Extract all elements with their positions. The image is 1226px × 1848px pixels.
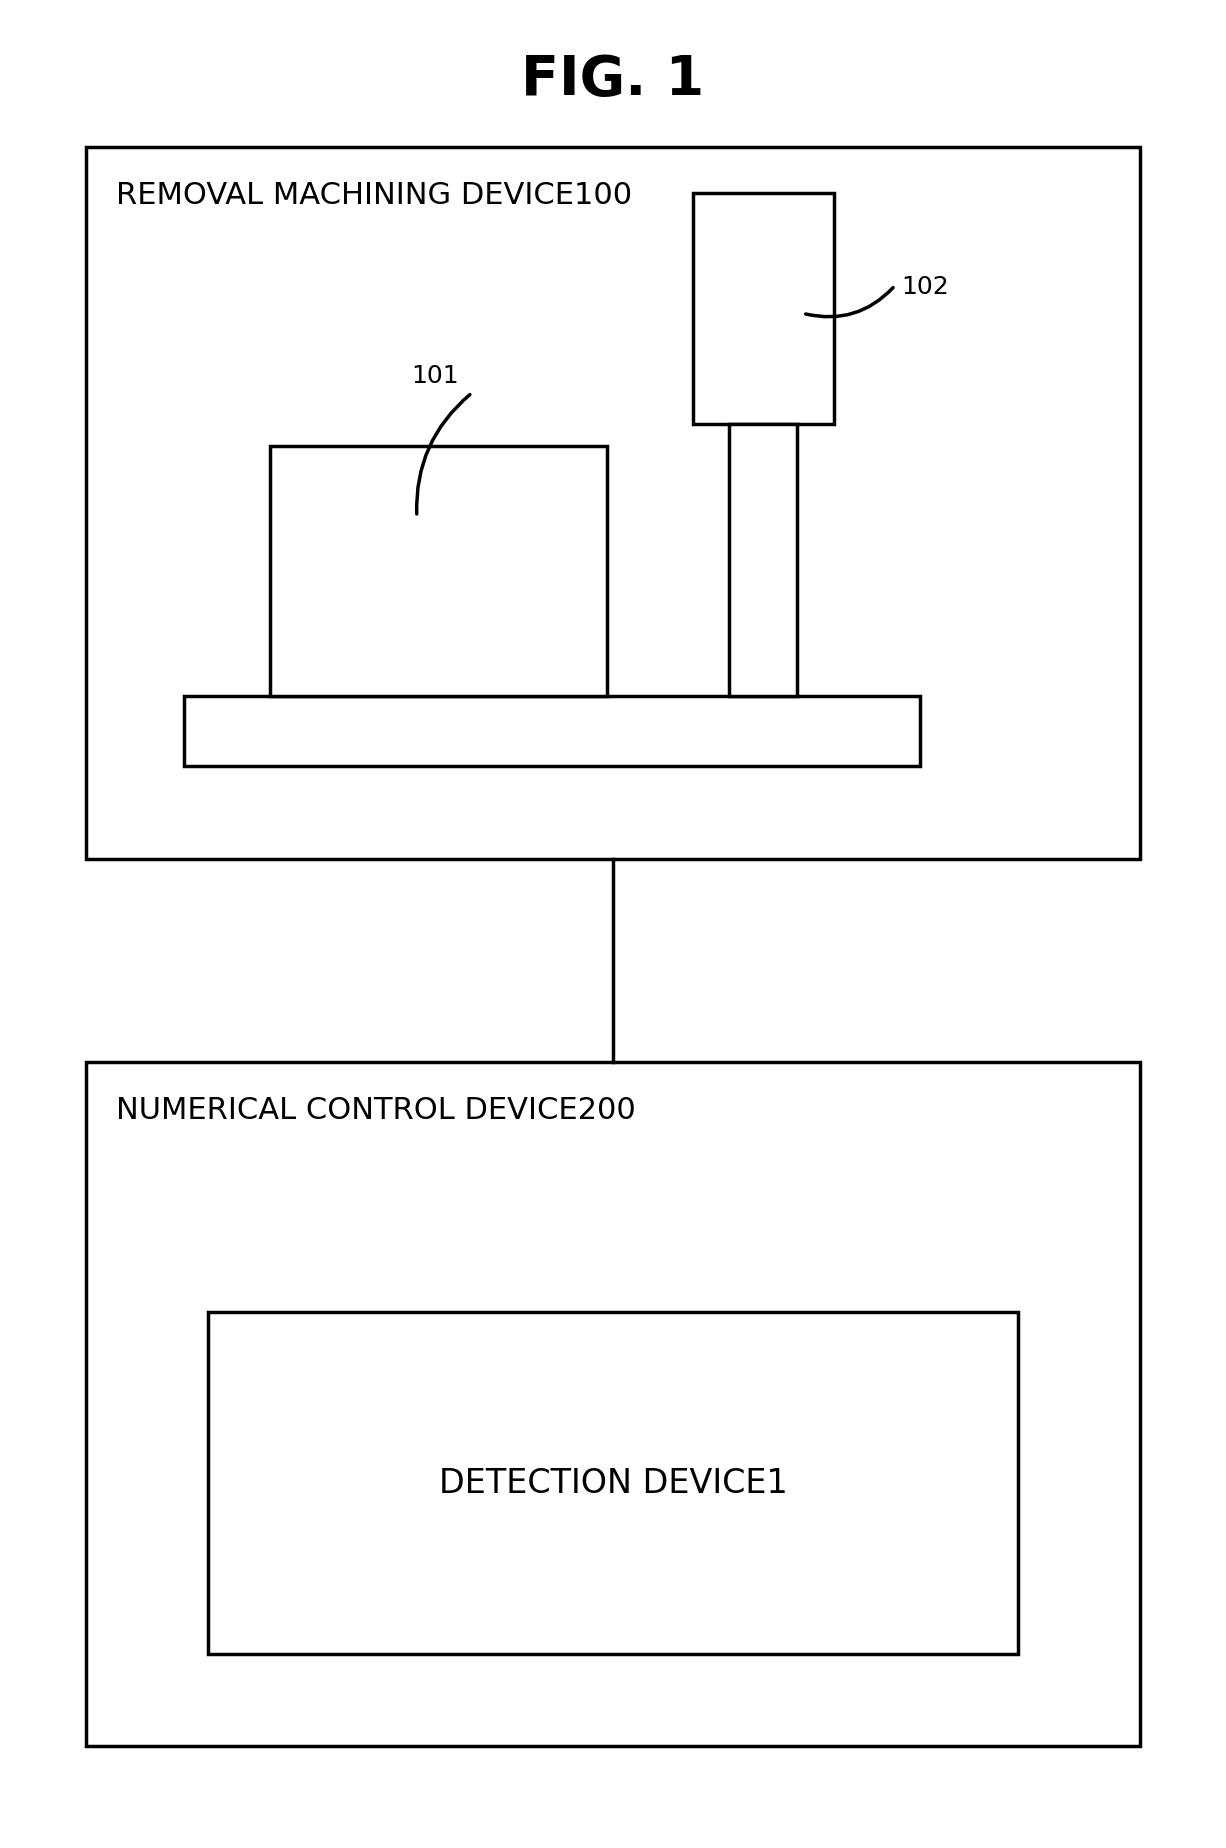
Text: FIG. 1: FIG. 1 xyxy=(521,52,705,107)
Text: NUMERICAL CONTROL DEVICE200: NUMERICAL CONTROL DEVICE200 xyxy=(116,1096,636,1125)
Bar xyxy=(184,697,920,767)
Text: DETECTION DEVICE1: DETECTION DEVICE1 xyxy=(439,1467,787,1499)
Text: 102: 102 xyxy=(901,275,949,298)
Bar xyxy=(86,148,1140,859)
Text: REMOVAL MACHINING DEVICE100: REMOVAL MACHINING DEVICE100 xyxy=(116,181,633,211)
Bar xyxy=(270,447,607,697)
Bar xyxy=(729,425,797,697)
Text: 101: 101 xyxy=(412,364,459,388)
Bar xyxy=(693,194,834,425)
Bar xyxy=(208,1312,1018,1654)
Bar xyxy=(86,1063,1140,1746)
